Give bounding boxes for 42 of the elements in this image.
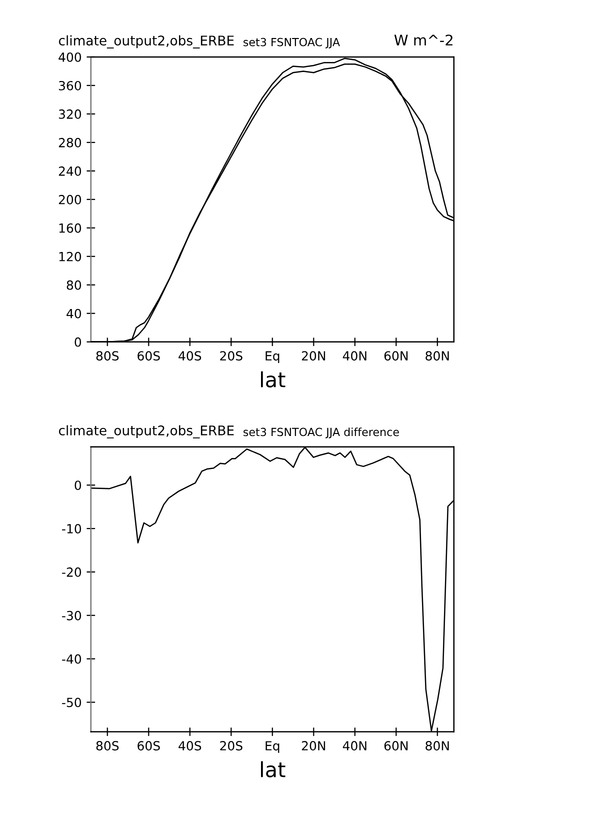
chart-title: climate_output2,obs_ERBE xyxy=(58,425,234,438)
y-tick-label: -40 xyxy=(62,654,82,664)
x-tick-label: Eq xyxy=(266,741,280,753)
y-tick-label: 240 xyxy=(58,166,82,176)
y-tick-label: -50 xyxy=(62,698,82,708)
x-tick-label: 40N xyxy=(342,351,366,361)
y-tick-label: 280 xyxy=(58,138,82,148)
x-tick-label: 40S xyxy=(178,741,202,750)
y-tick-label: 80 xyxy=(66,280,82,290)
x-tick-label: 60S xyxy=(138,351,160,361)
y-tick-label: 200 xyxy=(58,194,82,204)
x-tick-label: 40S xyxy=(178,351,202,361)
y-tick-label: -10 xyxy=(62,524,82,534)
chart-subtitle: set3 FSNTOAC JJA xyxy=(244,38,340,48)
chart-title: climate_output2,obs_ERBE xyxy=(58,35,234,48)
x-tick-label: 60N xyxy=(384,351,408,361)
x-tick-label: 60S xyxy=(138,741,160,750)
y-tick-label: 160 xyxy=(59,223,82,233)
y-tick-label: 400 xyxy=(58,52,82,62)
x-tick-label: 80N xyxy=(426,351,449,361)
x-tick-label: 80S xyxy=(96,351,119,361)
y-tick-label: 320 xyxy=(58,109,82,119)
x-axis-title: lat xyxy=(261,761,286,778)
chart-subtitle: set3 FSNTOAC JJA difference xyxy=(244,428,399,438)
text: W m^-2 xyxy=(394,34,452,46)
y-tick-label: 0 xyxy=(74,480,82,490)
x-tick-label: Eq xyxy=(266,351,280,364)
x-tick-label: 60N xyxy=(384,741,408,750)
x-tick-label: 20N xyxy=(302,741,326,750)
y-tick-label: 360 xyxy=(58,80,82,90)
x-tick-label: 20S xyxy=(220,741,242,750)
x-tick-label: 20S xyxy=(220,351,242,361)
y-tick-label: 120 xyxy=(59,252,82,262)
y-tick-label: 40 xyxy=(66,308,82,318)
x-tick-label: 80S xyxy=(96,741,119,750)
y-tick-label: -30 xyxy=(62,610,82,620)
y-tick-label: 0 xyxy=(74,337,82,347)
y-tick-label: -20 xyxy=(62,567,82,577)
x-tick-label: 80N xyxy=(426,741,449,750)
x-axis-title: lat xyxy=(261,371,286,388)
x-tick-label: 20N xyxy=(302,351,326,361)
x-tick-label: 40N xyxy=(342,741,366,750)
